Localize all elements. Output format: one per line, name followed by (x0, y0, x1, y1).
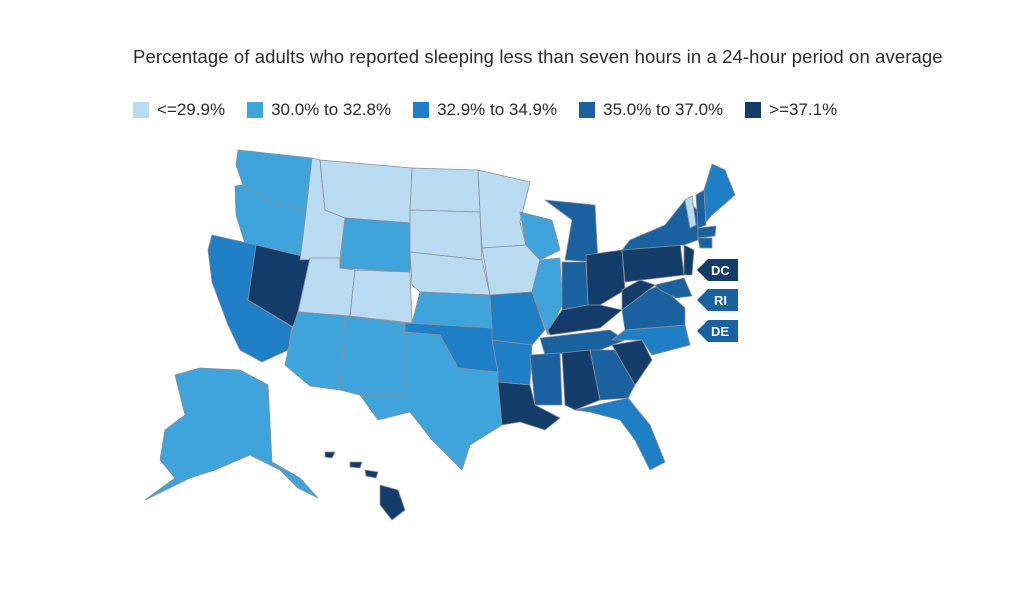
state-AZ (284, 311, 346, 391)
state-HI-2 (349, 461, 363, 469)
legend-item-bin-3: 35.0% to 37.0% (579, 100, 723, 120)
state-VT (684, 195, 697, 229)
map-title: Percentage of adults who reported sleepi… (133, 46, 943, 67)
state-MS (529, 352, 563, 406)
legend-label-bin-3: 35.0% to 37.0% (603, 100, 724, 119)
legend-item-bin-0: <=29.9% (133, 100, 225, 120)
state-NJ (683, 244, 695, 276)
state-WY (339, 217, 413, 273)
state-IN (561, 261, 589, 311)
state-HI (324, 451, 336, 459)
state-NH (695, 189, 707, 229)
state-KY (547, 304, 623, 336)
state-AR (491, 339, 533, 386)
tag-ri-shape (697, 289, 738, 311)
legend: <=29.9% 30.0% to 32.8% 32.9% to 34.9% 35… (133, 100, 859, 120)
state-MA (697, 225, 717, 239)
legend-label-bin-4: >=37.1% (769, 100, 838, 119)
state-GA (589, 349, 636, 401)
state-MD (654, 277, 693, 299)
legend-item-bin-1: 30.0% to 32.8% (247, 100, 391, 120)
tag-dc: DC (697, 259, 738, 281)
state-NM (339, 315, 406, 396)
legend-swatch-bin-0 (133, 102, 149, 118)
state-LA (497, 381, 561, 431)
tag-dc-shape (697, 259, 738, 281)
small-state-tags: DC RI DE (697, 259, 738, 342)
tag-de: DE (697, 320, 738, 342)
state-KS (411, 291, 493, 329)
legend-swatch-bin-1 (247, 102, 264, 118)
state-ME (703, 163, 736, 223)
state-FL (574, 397, 666, 471)
legend-label-bin-0: <=29.9% (157, 100, 226, 119)
state-AK (144, 367, 319, 501)
legend-swatch-bin-2 (413, 102, 430, 118)
legend-item-bin-2: 32.9% to 34.9% (413, 100, 557, 120)
state-SC (611, 339, 653, 386)
state-CO (349, 269, 413, 324)
legend-item-bin-4: >=37.1% (745, 100, 837, 120)
state-MT (319, 159, 413, 224)
tag-ri: RI (697, 289, 738, 311)
state-IA (481, 244, 541, 296)
legend-swatch-bin-3 (579, 102, 596, 118)
legend-label-bin-1: 30.0% to 32.8% (271, 100, 392, 119)
tag-de-shape (697, 320, 738, 342)
state-WI (519, 211, 561, 261)
tag-dc-label: DC (711, 263, 730, 278)
state-MI (544, 199, 599, 263)
state-AL (561, 349, 601, 411)
state-HI-4 (379, 484, 406, 521)
state-ND (409, 167, 481, 213)
state-OH (585, 249, 626, 306)
state-HI-3 (364, 469, 379, 479)
state-MN (477, 169, 531, 249)
tag-ri-label: RI (714, 293, 727, 308)
tag-de-label: DE (711, 324, 729, 339)
state-TX (359, 331, 503, 471)
legend-swatch-bin-4 (745, 102, 762, 118)
state-CT (697, 237, 713, 249)
state-WV (621, 279, 656, 311)
legend-label-bin-2: 32.9% to 34.9% (437, 100, 558, 119)
state-SD (409, 209, 483, 261)
